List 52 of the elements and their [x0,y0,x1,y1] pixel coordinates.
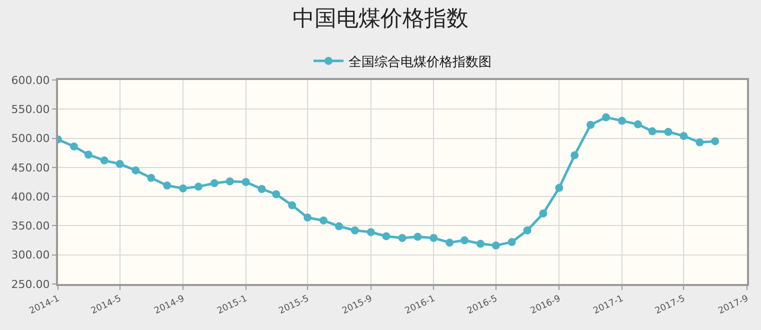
point [366,228,375,236]
point [664,128,672,136]
point [555,184,564,192]
point [100,156,108,164]
point [210,179,218,188]
point [570,151,579,160]
point [696,138,704,146]
point [226,177,234,186]
point [618,116,626,125]
chart-title: 中国电煤价格指数 [292,6,468,32]
point [523,226,532,234]
y-tick-label: 450.00 [11,161,50,174]
point [84,150,92,159]
y-tick-label: 350.00 [11,220,50,233]
point [508,238,516,246]
point [634,120,642,128]
point [320,216,328,224]
point [304,214,312,222]
point [242,178,250,186]
point [414,232,422,241]
point [272,190,280,198]
point [382,232,390,240]
point [116,160,124,168]
point [70,142,78,150]
point [711,137,720,146]
point [163,182,172,190]
point [179,184,188,192]
point [398,234,406,242]
point [648,127,656,136]
point [460,236,468,244]
point [334,222,343,230]
y-tick-label: 550.00 [11,102,50,116]
point [288,201,296,210]
point [446,238,454,247]
point [492,242,500,250]
legend-label: 全国综合电煤价格指数图 [348,54,492,70]
point [476,240,484,248]
point [680,132,688,140]
point [147,174,156,182]
point [258,184,266,193]
point [194,182,202,191]
point [430,234,438,242]
y-tick-label: 600.00 [11,74,50,87]
y-tick-label: 250.00 [11,278,50,291]
point [132,166,140,174]
y-tick-label: 300.00 [11,248,50,262]
point [602,113,610,122]
point [350,226,359,234]
point [539,209,548,218]
y-tick-label: 400.00 [11,190,50,204]
point [586,120,595,129]
y-tick-label: 500.00 [11,132,50,146]
